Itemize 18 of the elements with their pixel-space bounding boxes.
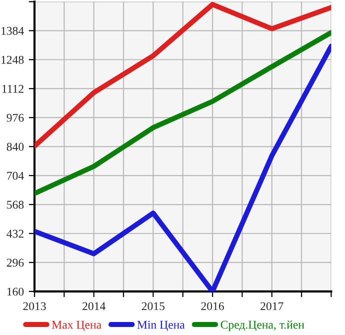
y-tick-label: 1384 bbox=[2, 26, 24, 35]
y-tick-label: 1112 bbox=[2, 84, 24, 93]
y-tick-label: 432 bbox=[6, 230, 24, 238]
y-tick-label: 1248 bbox=[2, 56, 24, 64]
y-tick-label: 568 bbox=[7, 200, 24, 209]
legend-label: Сред.Цена, т.йен bbox=[220, 320, 304, 332]
legend-label: Min Цена bbox=[137, 320, 185, 332]
x-tick-label: 2014 bbox=[82, 302, 106, 310]
x-tick-label: 2013 bbox=[23, 302, 46, 310]
x-tick-label: 2017 bbox=[260, 302, 284, 310]
y-tick-label: 840 bbox=[6, 142, 24, 151]
y-tick-label: 160 bbox=[7, 288, 24, 296]
y-tick-label: 296 bbox=[6, 258, 24, 267]
x-tick-label: 2016 bbox=[201, 302, 224, 310]
x-tick-label: 2015 bbox=[142, 302, 165, 310]
y-tick-label: 704 bbox=[7, 172, 24, 180]
y-tick-label: 976 bbox=[6, 114, 24, 122]
legend-label: Max Цена bbox=[52, 320, 102, 332]
